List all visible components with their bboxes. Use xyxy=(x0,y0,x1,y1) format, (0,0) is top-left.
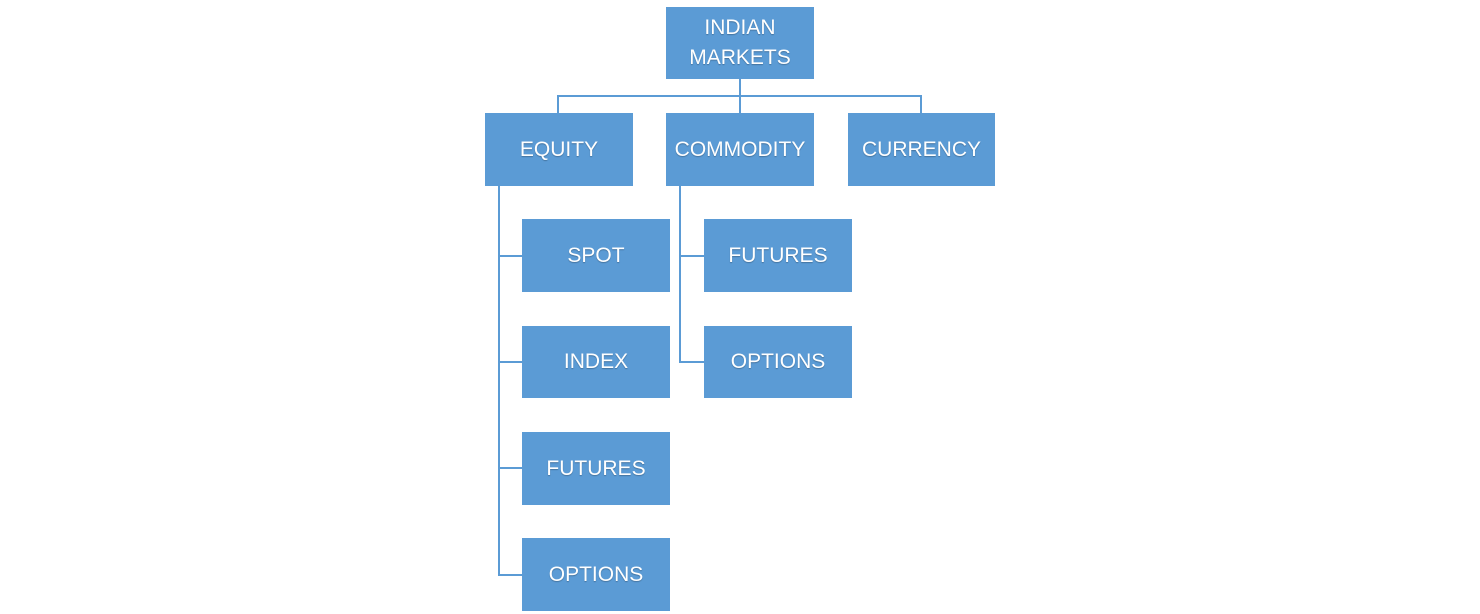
node-equity-spot: SPOT xyxy=(522,219,670,292)
node-commodity: COMMODITY xyxy=(666,113,814,186)
node-equity-options: OPTIONS xyxy=(522,538,670,611)
node-commodity-options: OPTIONS xyxy=(704,326,852,398)
node-commodity-futures: FUTURES xyxy=(704,219,852,292)
node-equity: EQUITY xyxy=(485,113,633,186)
node-equity-index: INDEX xyxy=(522,326,670,398)
node-currency: CURRENCY xyxy=(848,113,995,186)
node-equity-futures: FUTURES xyxy=(522,432,670,505)
node-indian-markets: INDIAN MARKETS xyxy=(666,7,814,79)
